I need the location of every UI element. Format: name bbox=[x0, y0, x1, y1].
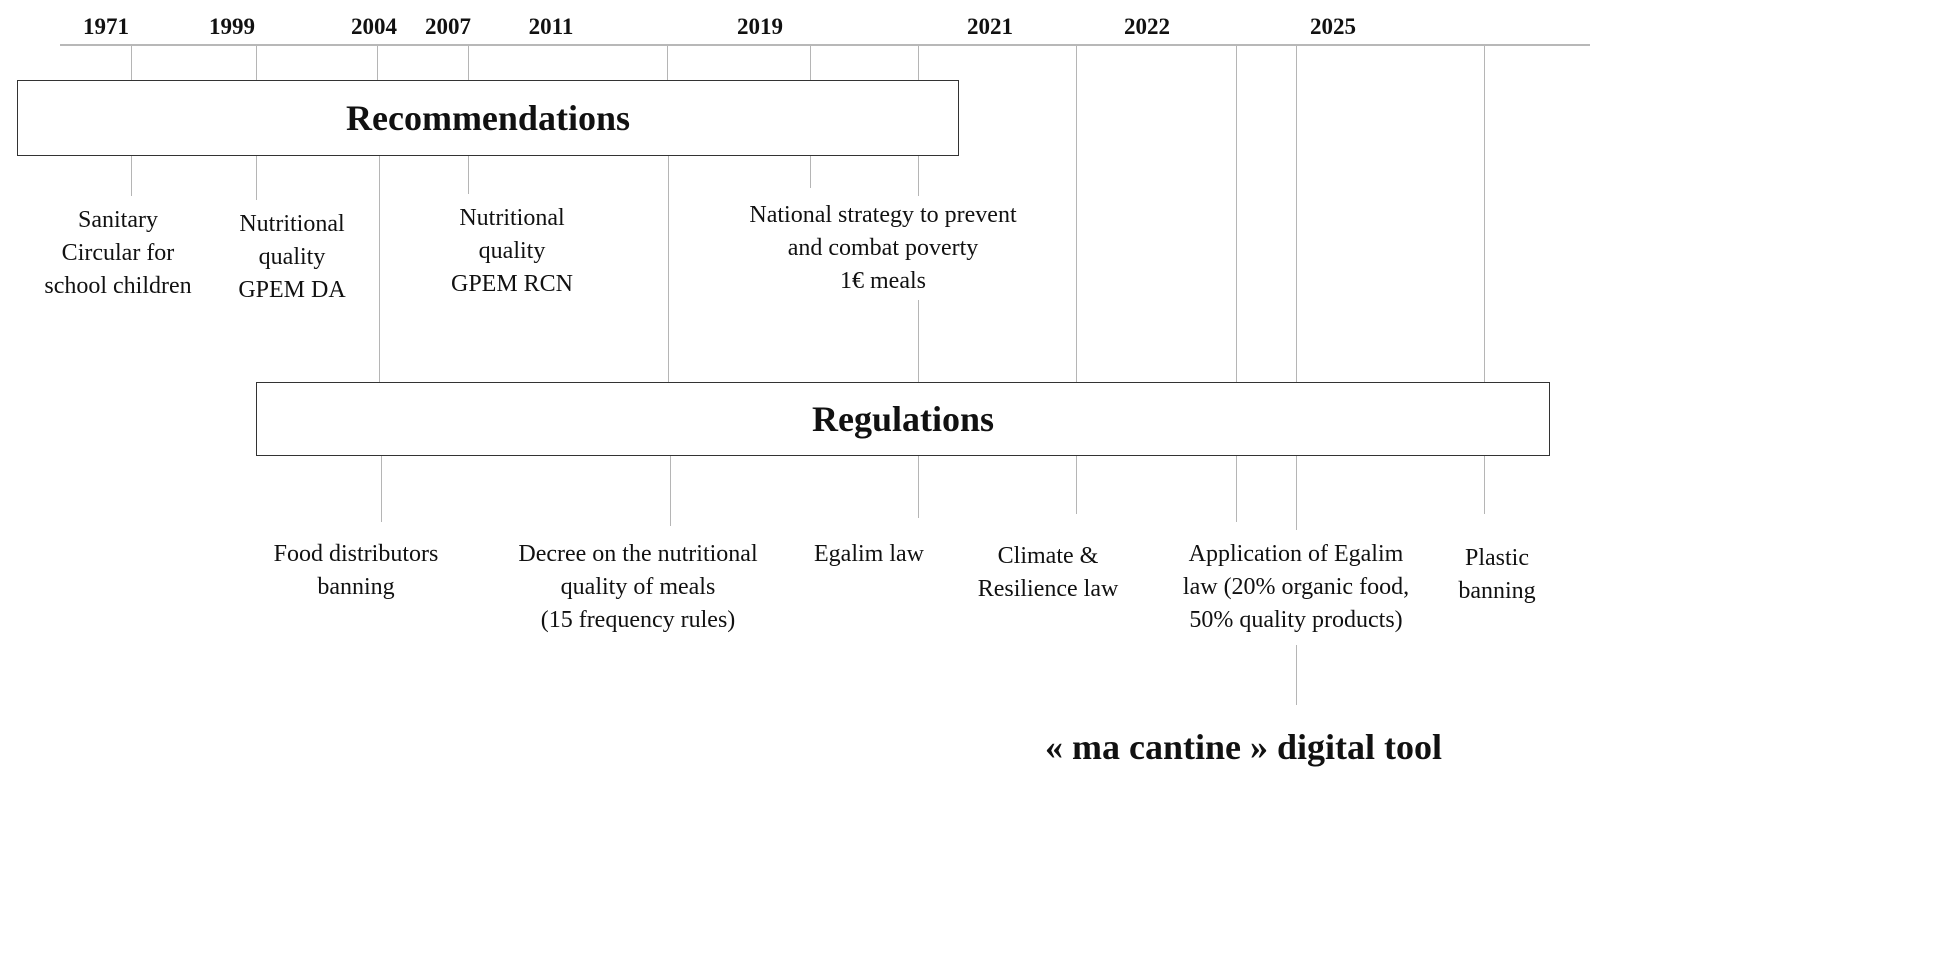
tick-line bbox=[131, 156, 132, 196]
tick-line bbox=[670, 456, 671, 526]
note-gpem-da: Nutritional quality GPEM DA bbox=[238, 208, 345, 307]
note-decree: Decree on the nutritional quality of mea… bbox=[518, 538, 757, 637]
tick-line bbox=[918, 456, 919, 518]
recommendations-box: Recommendations bbox=[17, 80, 959, 156]
year-label: 2004 bbox=[351, 14, 397, 39]
note-plastic-banning: Plastic banning bbox=[1458, 542, 1535, 608]
tick-line bbox=[256, 156, 257, 200]
note-gpem-rcn: Nutritional quality GPEM RCN bbox=[451, 202, 573, 301]
tick-line bbox=[1484, 46, 1485, 382]
note-poverty-strategy: National strategy to prevent and combat … bbox=[749, 199, 1016, 298]
note-line: National strategy to prevent bbox=[749, 202, 1017, 228]
note-food-distributors: Food distributors banning bbox=[274, 538, 439, 604]
tick-line bbox=[1296, 46, 1297, 382]
regulations-box: Regulations bbox=[256, 382, 1550, 456]
tick-line bbox=[1076, 46, 1077, 382]
year-label: 2022 bbox=[1124, 14, 1170, 39]
year-label: 1971 bbox=[83, 14, 129, 39]
note-egalim-law: Egalim law bbox=[814, 538, 924, 571]
note-sanitary-circular: Sanitary Circular for school children bbox=[44, 204, 191, 303]
note-line: Nutritional bbox=[239, 211, 345, 237]
tick-line bbox=[667, 46, 668, 80]
timeline-axis bbox=[60, 44, 1590, 46]
note-line: and combat poverty bbox=[787, 235, 979, 262]
note-line: Sanitary bbox=[78, 207, 158, 233]
note-line: banning bbox=[1458, 578, 1536, 605]
year-label: 2021 bbox=[967, 14, 1013, 39]
note-line: quality bbox=[258, 244, 326, 271]
note-line: Decree on the nutritional bbox=[518, 541, 758, 567]
tick-line bbox=[131, 46, 132, 80]
tick-line bbox=[810, 46, 811, 80]
tick-line bbox=[918, 156, 919, 196]
note-line: Application of Egalim bbox=[1188, 541, 1404, 567]
note-line: quality of meals bbox=[560, 574, 716, 601]
note-egalim-application: Application of Egalim law (20% organic f… bbox=[1183, 538, 1409, 637]
tick-line bbox=[1236, 456, 1237, 522]
tick-line bbox=[1296, 645, 1297, 705]
note-line: school children bbox=[44, 273, 192, 300]
note-line: law (20% organic food, bbox=[1182, 574, 1410, 601]
tick-line bbox=[468, 46, 469, 80]
note-line: banning bbox=[317, 574, 395, 601]
tick-line bbox=[918, 46, 919, 80]
note-line: Egalim law bbox=[814, 541, 924, 567]
tick-line bbox=[381, 456, 382, 522]
tick-line bbox=[810, 156, 811, 188]
year-label: 2007 bbox=[425, 14, 471, 39]
note-line: GPEM DA bbox=[238, 277, 346, 304]
ma-cantine-tool-label: « ma cantine » digital tool bbox=[1045, 727, 1442, 767]
year-label: 1999 bbox=[209, 14, 255, 39]
note-line: 50% quality products) bbox=[1189, 607, 1403, 634]
note-line: Resilience law bbox=[977, 576, 1119, 603]
year-label: 2019 bbox=[737, 14, 783, 39]
note-line: quality bbox=[478, 238, 546, 265]
note-line: Nutritional bbox=[459, 205, 565, 231]
tick-line bbox=[379, 156, 380, 382]
tick-line bbox=[1484, 456, 1485, 514]
note-line: 1€ meals bbox=[840, 268, 926, 295]
tick-line bbox=[377, 46, 378, 80]
note-line: Climate & bbox=[997, 543, 1099, 569]
tick-line bbox=[256, 46, 257, 80]
note-line: Food distributors bbox=[273, 541, 439, 567]
tick-line bbox=[1296, 456, 1297, 530]
note-line: (15 frequency rules) bbox=[540, 607, 736, 634]
tick-line bbox=[1076, 456, 1077, 514]
year-label: 2025 bbox=[1310, 14, 1356, 39]
tick-line bbox=[918, 300, 919, 382]
note-line: Circular for bbox=[61, 240, 175, 267]
tick-line bbox=[668, 156, 669, 382]
note-climate-resilience: Climate & Resilience law bbox=[978, 540, 1119, 606]
note-line: GPEM RCN bbox=[450, 271, 574, 298]
tick-line bbox=[1236, 46, 1237, 382]
note-line: Plastic bbox=[1464, 545, 1529, 571]
year-label: 2011 bbox=[528, 14, 574, 39]
tick-line bbox=[468, 156, 469, 194]
